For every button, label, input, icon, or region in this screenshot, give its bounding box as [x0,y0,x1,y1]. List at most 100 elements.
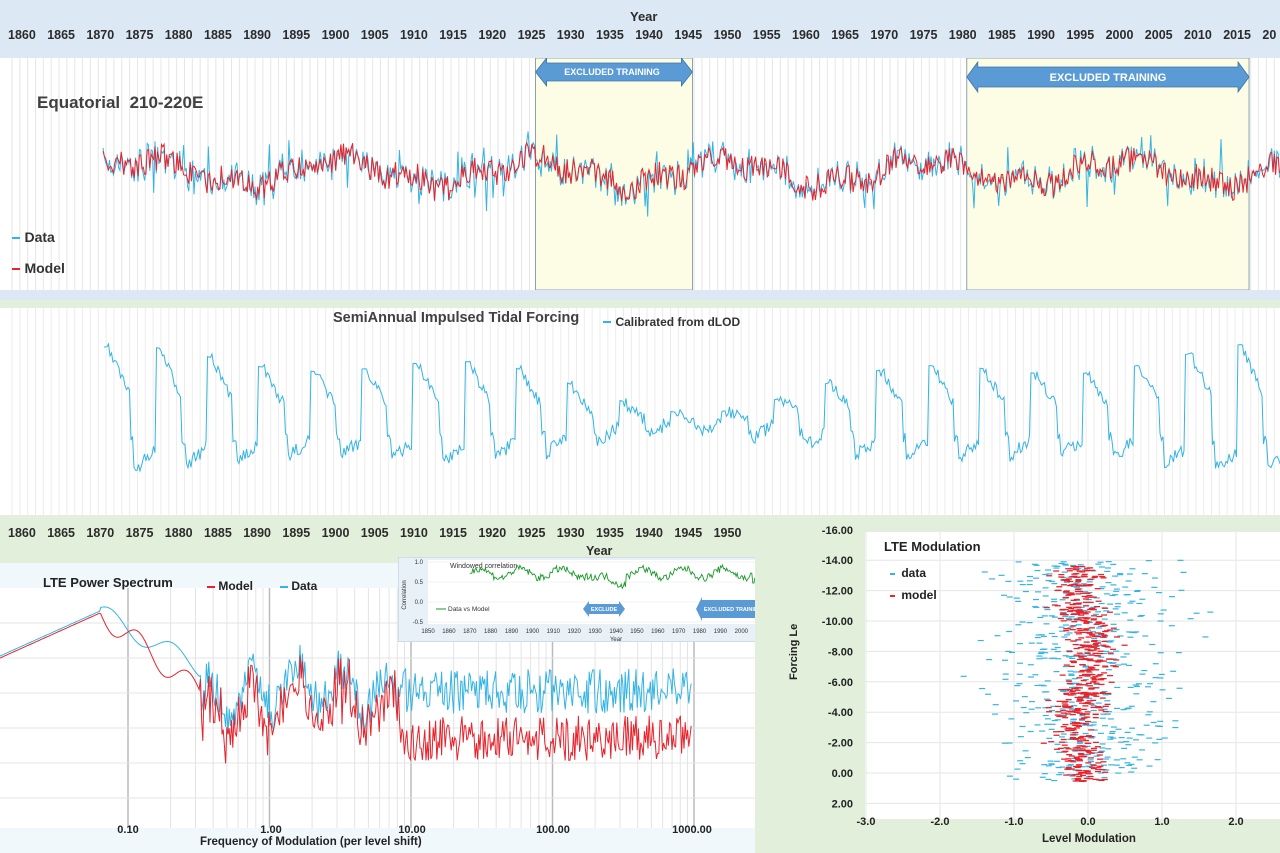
year-tick-label: 2015 [1223,28,1251,42]
modulation-legend-model: model [890,588,937,602]
separator-band-blue [0,290,1280,300]
correlation-x-tick: 1900 [526,629,540,635]
modulation-x-tick: -2.0 [931,816,950,828]
spectrum-legend-model-swatch [207,585,215,588]
year-tick-label: 1905 [360,28,389,42]
correlation-x-tick: 1850 [421,629,435,635]
year-tick-label: 2000 [1105,28,1134,42]
bottom-year-tick-label: 1925 [517,526,546,540]
year-tick-label: 1965 [831,28,859,42]
modulation-legend-data-label: data [901,566,927,580]
modulation-x-tick: 1.0 [1154,816,1169,828]
bottom-year-tick-label: 1860 [8,526,36,540]
year-tick-label: 1975 [909,28,938,42]
bottom-year-tick-label: 1950 [713,526,742,540]
year-tick-label: 2005 [1144,28,1173,42]
year-tick-label: 1925 [517,28,546,42]
year-tick-label: 1920 [478,28,507,42]
legend-data-label: Data [24,229,55,245]
correlation-x-tick: 1980 [693,629,707,635]
equatorial-chart [11,58,1280,290]
forcing-series-line [103,342,1280,473]
year-tick-label: 1880 [164,28,193,42]
bottom-year-tick-label: 1940 [635,526,663,540]
correlation-x-tick: 1910 [547,629,561,635]
model-series-line [102,141,1280,202]
spectrum-xlabel: Frequency of Modulation (per level shift… [200,836,422,848]
year-tick-label: 1885 [204,28,232,42]
bottom-year-tick-label: 1885 [204,526,232,540]
spectrum-legend-data-swatch [280,585,288,588]
excluded-label-2: EXCLUDED TRAINING [1049,72,1167,84]
bottom-year-tick-label: 1890 [243,526,271,540]
correlation-x-tick: 1930 [588,629,602,635]
year-tick-label: 1895 [282,28,311,42]
year-tick-label: 1875 [125,28,154,42]
spectrum-legend-data: Data [280,579,317,593]
modulation-y-tick: -10.00 [822,616,853,628]
separator-band-green [0,300,1280,308]
year-tick-label: 1950 [713,28,742,42]
year-tick-label: 1995 [1066,28,1095,42]
modulation-xlabel: Level Modulation [1042,833,1136,845]
spectrum-legend-model: Model [207,579,253,593]
forcing-legend-label: Calibrated from dLOD [615,315,741,329]
year-tick-label: 1940 [635,28,663,42]
bottom-year-tick-label: 1915 [439,526,467,540]
correlation-x-tick: 1880 [484,629,498,635]
correlation-x-tick: 1960 [651,629,665,635]
bottom-year-tick-label: 1935 [596,526,624,540]
forcing-title: SemiAnnual Impulsed Tidal Forcing [333,310,580,326]
modulation-legend-data-swatch [890,572,895,575]
year-tick-label: 1870 [86,28,115,42]
modulation-y-tick: 2.00 [832,798,853,810]
spectrum-x-tick: 1.00 [260,824,281,836]
spectrum-legend-model-label: Model [218,579,254,593]
modulation-y-tick: -8.00 [828,646,853,658]
correlation-excluded-training-arrow [696,597,770,621]
year-axis-title: Year [630,9,658,24]
modulation-y-tick: -2.00 [828,738,853,750]
correlation-x-tick: 1950 [630,629,644,635]
modulation-ylabel: Forcing Le [788,623,800,680]
year-tick-label: 1865 [47,28,75,42]
year-tick-label: 1910 [400,28,428,42]
correlation-x-tick: 1870 [463,629,477,635]
correlation-x-tick: 1890 [505,629,519,635]
correlation-exclude-label: EXCLUDE [591,607,618,613]
year-tick-label: 1900 [321,28,350,42]
bottom-year-tick-label: 1870 [86,526,115,540]
bottom-year-tick-label: 1875 [125,526,154,540]
year-tick-label: 1955 [752,28,781,42]
legend-data: Data [12,229,55,247]
spectrum-x-tick: 10.00 [398,824,426,836]
modulation-title: LTE Modulation [884,539,981,554]
year-tick-label: 1985 [988,28,1016,42]
spectrum-legend-data-label: Data [291,579,318,593]
forcing-legend-swatch [603,320,611,323]
correlation-x-tick: 2000 [735,629,749,635]
bottom-year-tick-label: 1930 [556,526,585,540]
windowed-correlation-inset: 1.0 0.5 0.0 -0.5 1850 1860 1870 1880 1890 1900 191… [398,557,810,642]
year-header-band [0,0,1280,58]
year-tick-label: 1860 [8,28,36,42]
bottom-year-tick-label: 1910 [400,526,428,540]
bottom-year-tick-label: 1945 [674,526,703,540]
equatorial-title: Equatorial 210-220E [37,93,204,112]
modulation-x-tick: 2.0 [1228,816,1243,828]
modulation-x-tick: 0.0 [1080,816,1095,828]
spectrum-x-tick: 0.10 [117,824,138,836]
spectrum-x-tick: 1000.00 [672,824,712,836]
legend-model-swatch [12,267,20,270]
year-tick-label: 1980 [948,28,977,42]
legend-model: Model [12,260,65,278]
correlation-x-tick: 1970 [672,629,686,635]
bottom-year-tick-label: 1900 [321,526,350,540]
bottom-year-tick-label: 1920 [478,526,507,540]
modulation-y-tick: -14.00 [822,555,853,567]
correlation-x-tick: 1940 [609,629,623,635]
correlation-x-tick: 1920 [568,629,582,635]
excluded-arrow-1 [535,58,693,88]
forcing-legend: Calibrated from dLOD [603,313,740,331]
correlation-title: Windowed correlation [450,563,517,570]
